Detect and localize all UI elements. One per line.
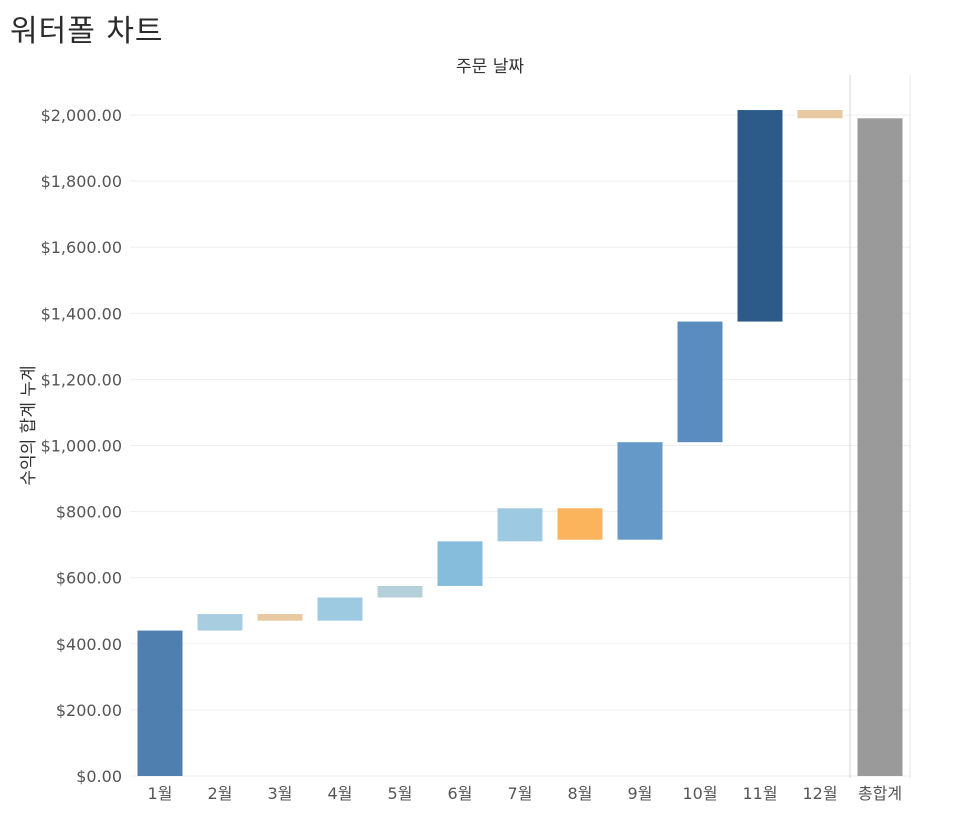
- bar-2[interactable]: [197, 614, 243, 631]
- bar-3[interactable]: [257, 614, 303, 621]
- x-tick-label: 7월: [508, 784, 533, 803]
- y-tick-label: $2,000.00: [41, 106, 122, 125]
- x-tick-label: 8월: [568, 784, 593, 803]
- x-axis-ticks: 1월 2월 3월 4월 5월 6월 7월 8월 9월 10월 11월 12월 총합계: [148, 784, 903, 803]
- x-tick-label-total: 총합계: [858, 784, 902, 803]
- x-tick-label: 1월: [148, 784, 173, 803]
- y-tick-label: $1,200.00: [41, 370, 122, 389]
- y-tick-label: $1,800.00: [41, 172, 122, 191]
- y-axis-title: 수익의 합계 누계: [19, 365, 39, 485]
- x-tick-label: 10월: [682, 784, 717, 803]
- x-tick-label: 11월: [742, 784, 777, 803]
- y-tick-label: $400.00: [56, 635, 122, 654]
- bar-9[interactable]: [617, 442, 663, 540]
- bar-7[interactable]: [497, 508, 543, 542]
- grid-lines: [130, 114, 910, 777]
- x-tick-label: 6월: [448, 784, 473, 803]
- y-tick-label: $1,600.00: [41, 238, 122, 257]
- bar-11[interactable]: [737, 110, 783, 322]
- bar-12[interactable]: [797, 110, 843, 119]
- page-title: 워터폴 차트: [10, 14, 164, 49]
- y-tick-label: $1,000.00: [41, 437, 122, 456]
- y-tick-label: $600.00: [56, 569, 122, 588]
- waterfall-bars: [137, 110, 903, 777]
- y-axis-ticks: $0.00 $200.00 $400.00 $600.00 $800.00 $1,000.…: [41, 106, 122, 786]
- x-tick-label: 9월: [628, 784, 653, 803]
- x-tick-label: 4월: [328, 784, 353, 803]
- bar-total[interactable]: [857, 118, 903, 777]
- bar-6[interactable]: [437, 541, 483, 586]
- x-tick-label: 3월: [268, 784, 293, 803]
- x-axis-title: 주문 날짜: [456, 57, 524, 77]
- x-tick-label: 5월: [388, 784, 413, 803]
- y-tick-label: $200.00: [56, 701, 122, 720]
- x-tick-label: 12월: [802, 784, 837, 803]
- bar-1[interactable]: [137, 630, 183, 776]
- bar-4[interactable]: [317, 597, 363, 621]
- y-tick-label: $800.00: [56, 503, 122, 522]
- bar-5[interactable]: [377, 585, 423, 598]
- bar-10[interactable]: [677, 321, 723, 443]
- y-tick-label: $1,400.00: [41, 304, 122, 323]
- y-tick-label: $0.00: [76, 767, 122, 786]
- bar-8[interactable]: [557, 508, 603, 540]
- x-tick-label: 2월: [208, 784, 233, 803]
